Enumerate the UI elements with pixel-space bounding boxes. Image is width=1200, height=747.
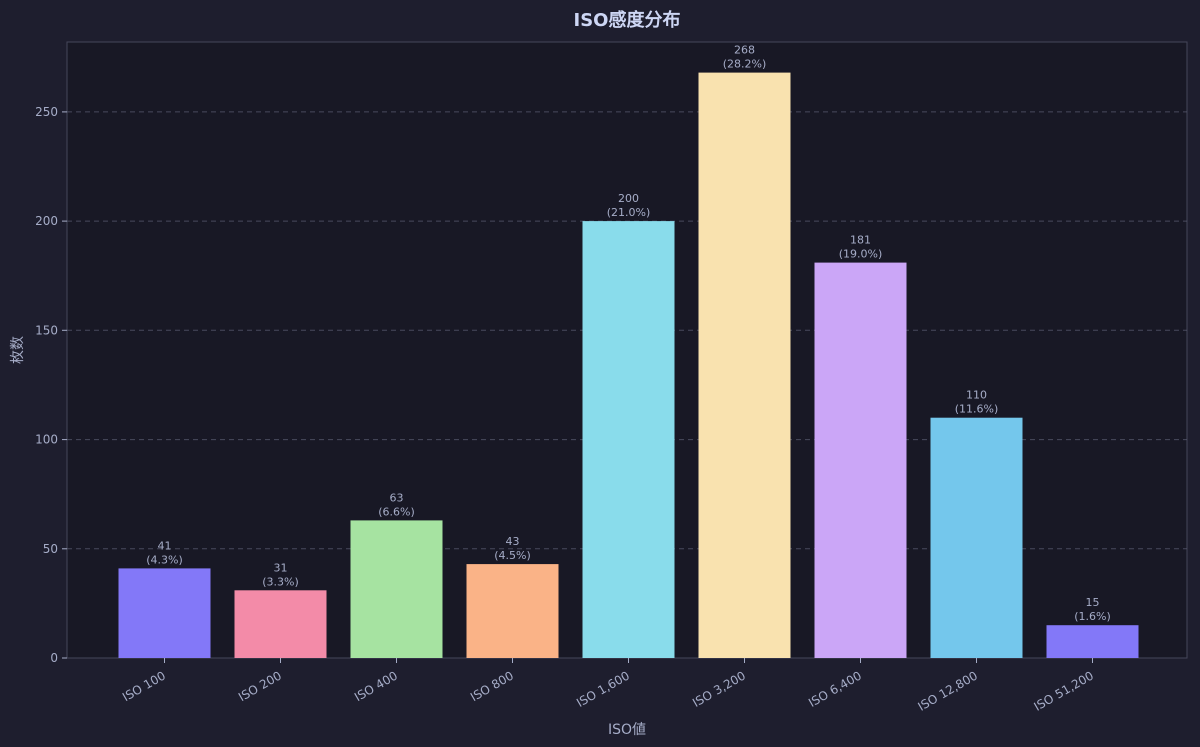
bar [234,590,327,658]
bar-value-label: 63 [390,491,404,504]
bar-value-label: 31 [274,561,288,574]
data-labels: 41(4.3%) 31(3.3%) 63(6.6%) 43(4.5%) 200(21.0… [146,44,1111,624]
y-tick-label: 200 [35,214,58,228]
bar-value-label: 43 [506,535,520,548]
bar [698,72,791,659]
bars [118,72,1139,659]
y-axis-ticks: 0 50 100 150 200 250 [35,105,67,665]
y-tick-label: 250 [35,105,58,119]
bar [350,520,443,658]
bar-value-label: 268 [734,44,755,57]
bar-percent-label: (4.5%) [494,549,531,562]
bar [930,417,1023,658]
bar [814,262,907,658]
y-tick-label: 100 [35,433,58,447]
bar-percent-label: (4.3%) [146,553,183,566]
bar-percent-label: (21.0%) [607,206,651,219]
y-tick-label: 50 [43,542,58,556]
bar-percent-label: (1.6%) [1074,610,1111,623]
bar-percent-label: (28.2%) [723,58,767,71]
y-tick-label: 0 [50,651,58,665]
bar [582,221,675,658]
bar-percent-label: (19.0%) [839,248,883,261]
bar-value-label: 200 [618,192,639,205]
bar [118,568,211,658]
bar-value-label: 41 [158,539,172,552]
chart-title: ISO感度分布 [574,9,681,31]
bar [1046,625,1139,658]
bar [466,564,559,658]
bar-value-label: 15 [1086,596,1100,609]
bar-percent-label: (3.3%) [262,575,299,588]
y-axis-label: 枚数 [10,336,26,364]
bar-value-label: 181 [850,234,871,247]
x-axis-label: ISO値 [608,722,646,738]
y-tick-label: 150 [35,323,58,337]
bar-percent-label: (11.6%) [955,403,999,416]
bar-value-label: 110 [966,389,987,402]
bar-percent-label: (6.6%) [378,505,415,518]
